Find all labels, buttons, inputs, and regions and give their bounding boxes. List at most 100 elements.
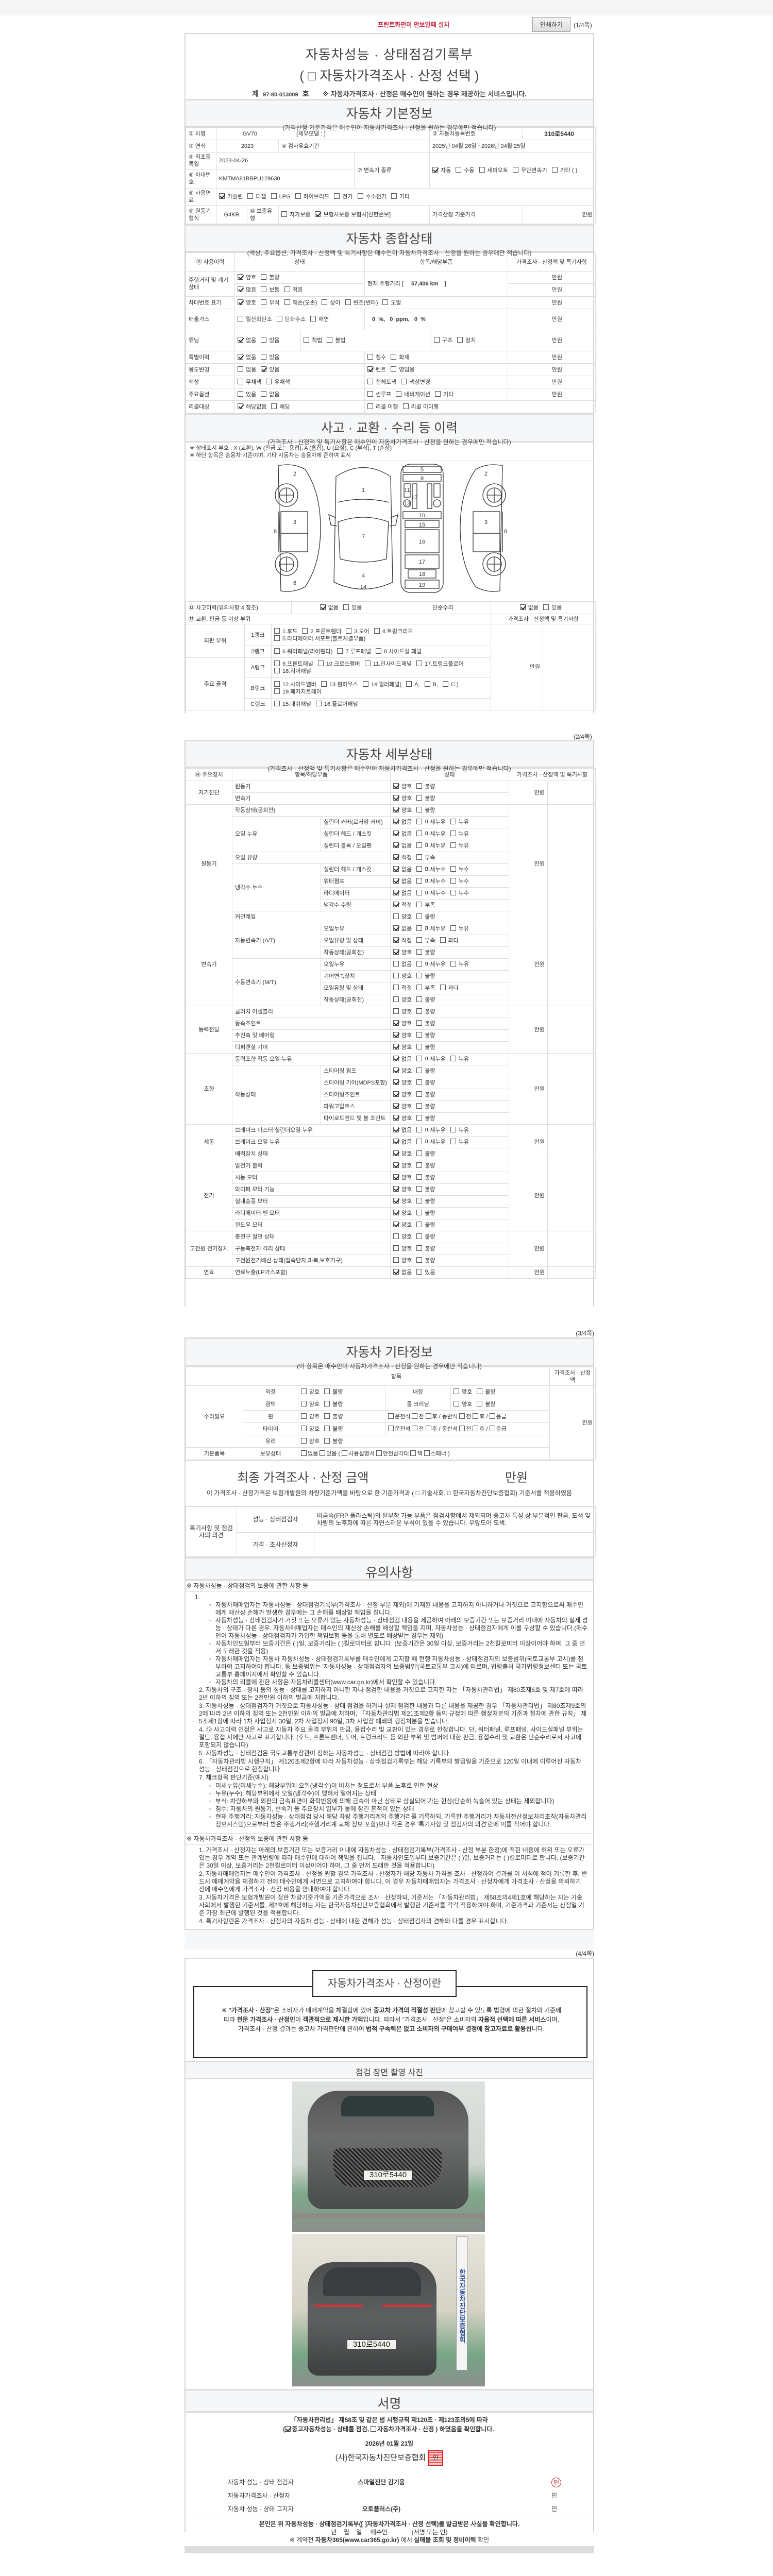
checked-box-icon	[393, 842, 399, 848]
lift	[292, 2212, 485, 2219]
label-vin: ⑥ 차대번호	[186, 169, 216, 189]
label-simple-repair: 단순수리	[395, 601, 492, 614]
diagram-part-label: 5	[421, 467, 424, 473]
checkbox-option: 응급	[489, 1413, 507, 1420]
item-name: 고전원전기배선 상태(접속단자,피복,보호기구)	[232, 1255, 391, 1267]
empty-box-icon	[450, 925, 456, 931]
detail-row: 제동 브레이크 마스터 실린더오일 누유 없음 미세누유 누유 만원	[186, 1124, 596, 1160]
signer-role: 자동차 성능 · 상태 고지자	[228, 2505, 294, 2513]
label-gloss: 광택	[243, 1398, 298, 1411]
empty-box-icon	[416, 973, 423, 978]
checkbox-option: 불량	[416, 1115, 435, 1122]
checkbox-option: 불량	[416, 795, 435, 802]
empty-box-icon	[450, 1139, 456, 1144]
checkbox-label: 양호	[309, 1401, 320, 1408]
summary-table: ⑪ 사용이력 상태 항목/해당부품 가격조사 · 산정액 및 특기사항 주행거리 및 …	[186, 252, 596, 413]
accident-header: 사고 · 교환 · 수리 등 이력 (가격조사 · 산정액 및 특기사항은 매수…	[186, 413, 593, 446]
note-bullet: 현재 주행거리: 자동차성능 · 상태점검 당시 해당 차량 주행거리계의 주행…	[209, 1813, 588, 1828]
price-unit: 만원	[508, 363, 565, 376]
body-text: ※	[221, 2006, 229, 2014]
checkbox-label: 불량	[425, 997, 435, 1003]
checkbox-option: 후 / 동반석	[425, 1425, 458, 1433]
empty-box-icon	[416, 842, 423, 848]
state-options: 없음 미세누유 누유	[390, 840, 509, 852]
interior-options: 양호 불량	[450, 1385, 550, 1398]
state-options: 양호 불량	[390, 804, 509, 817]
checked-box-icon	[393, 1056, 399, 1061]
empty-box-icon	[391, 193, 397, 199]
empty-box-icon	[416, 878, 423, 884]
checkbox-label: 있음	[269, 366, 280, 373]
checkbox-option: 있음	[416, 1269, 435, 1276]
checked-box-icon	[393, 1079, 399, 1085]
checkbox-option: 가솔린	[219, 193, 243, 200]
checkbox-label: 하이브리드	[303, 194, 330, 200]
diagram-part-label: 3	[293, 519, 296, 526]
empty-box-icon	[440, 985, 446, 990]
empty-box-icon	[238, 378, 243, 384]
checked-box-icon	[393, 1044, 399, 1049]
checkbox-label: 13.휠하우스	[329, 681, 358, 688]
empty-box-icon	[473, 1425, 479, 1431]
checkbox-label: 보험사보증 보험사[신한손보]	[323, 211, 391, 218]
final-price-label: 최종 가격조사 · 산정 금액	[237, 1471, 369, 1485]
exhaust-options: 일산화탄소 탄화수소 매연	[234, 309, 365, 330]
note-item: 4. ⑫ 사고이력 인정은 사고로 자동차 주요 골격 부위의 판금, 용접수리…	[199, 1725, 583, 1749]
checkbox-label: 중고자동차성능 · 상태를 점검,	[292, 2425, 369, 2433]
remarks-table: 특기사항 및 점검자의 의견 성능 · 상태점검자 비금속(FRP 플라스틱)의 탈…	[186, 1506, 596, 1557]
checkbox-option: 없음	[393, 819, 412, 826]
right-side-view	[460, 464, 506, 592]
price-unit: 만원	[509, 1053, 548, 1125]
checked-box-icon	[393, 1210, 399, 1215]
empty-box-icon	[416, 795, 423, 801]
checkbox-label: 불량	[425, 950, 435, 956]
association-line: (사)한국자동차진단보증협회 인	[335, 2450, 444, 2466]
device-group: 동력전달	[186, 1006, 232, 1054]
seal-mark: 인	[551, 2477, 562, 2487]
install-notice-link[interactable]: 프린트화면이 안보일때 설치	[378, 21, 450, 28]
detail-row: 라디에이터 팬 모터 양호 불량	[186, 1207, 596, 1219]
empty-box-icon	[334, 193, 340, 199]
car365-bold: 실매물 조회 및 정비이력	[414, 2536, 476, 2544]
empty-box-icon	[434, 391, 441, 397]
note-1-number: 1.	[195, 1593, 200, 1601]
print-button[interactable]: 인쇄하기	[532, 17, 570, 32]
sub-item-name: 작동상태(공회전)	[321, 994, 391, 1006]
label-usage-change: 용도변경	[186, 363, 235, 376]
car365-link[interactable]: 자동차365(www.car365.go.kr)	[315, 2536, 399, 2544]
checkbox-label: 양호	[401, 1163, 412, 1169]
checkbox-option: 양호	[393, 1008, 412, 1015]
label-appraiser: 가격 · 조사산정자	[237, 1532, 314, 1557]
checkbox-option: 미세누유	[416, 831, 446, 838]
checkbox-option: 양호	[393, 1245, 412, 1252]
header-item: 항목/해당부품	[364, 252, 508, 272]
empty-box-icon	[324, 1425, 330, 1431]
blank-cell	[543, 624, 596, 710]
checkbox-option: 양호	[393, 807, 412, 814]
empty-box-icon	[416, 1103, 423, 1109]
note-bullet: 침수: 자동차의 원동기, 변속기 등 주요장치 일부가 물에 잠긴 흔적이 있…	[209, 1805, 588, 1813]
checkbox-label: 불량	[425, 1115, 435, 1122]
note-item: 4. 특기사항란은 가격조사 · 산정자의 자동차 성능 · 상태에 대한 견해…	[199, 1917, 509, 1925]
sub-item-name: 스티어링조인트	[321, 1089, 391, 1101]
checkbox-option: 없음	[238, 366, 256, 374]
checked-box-icon	[261, 366, 267, 372]
checkbox-label: 누수	[458, 878, 469, 885]
checkbox-label: 적음	[292, 287, 303, 293]
empty-box-icon	[416, 961, 423, 967]
checkbox-option: 없음	[320, 604, 339, 612]
item-name: 실내송풍 모터	[232, 1195, 391, 1208]
final-price-row: 최종 가격조사 · 산정 금액 만원	[186, 1460, 593, 1488]
body-text: 입니다. 따라서 "가격조사 · 산정"은 소비자의	[363, 2015, 478, 2023]
state-options: 없음 미세누유 누유	[390, 1053, 509, 1065]
checkbox-option: 적정	[393, 902, 412, 909]
checkbox-label: 불량	[425, 1032, 435, 1039]
checkbox-label: 운전석	[395, 1413, 411, 1420]
blank-cell	[564, 330, 596, 351]
label-holding: 보유상태	[243, 1447, 298, 1460]
checked-box-icon	[393, 866, 399, 872]
section-title: 자동차 종합상태	[346, 232, 433, 246]
checkbox-option: 도말	[382, 299, 401, 307]
transmission-options: 자동 수동 세미오토 무단변속기 기타 ( )	[429, 152, 596, 189]
checkbox-option: 불량	[416, 1067, 435, 1075]
